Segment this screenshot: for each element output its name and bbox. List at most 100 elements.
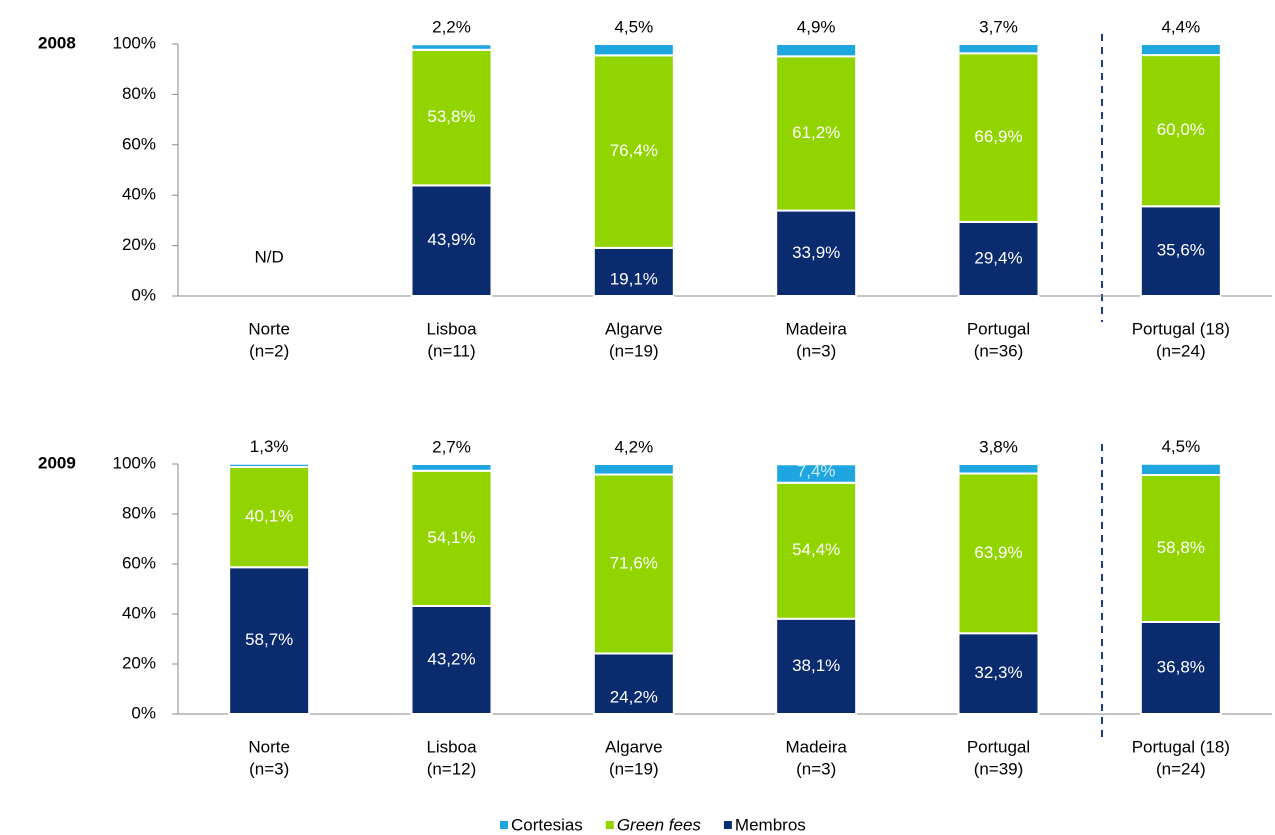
value-label: 43,2%: [427, 649, 475, 668]
y-tick-label: 80%: [122, 503, 156, 522]
legend-swatch: [605, 821, 614, 829]
value-label: 36,8%: [1157, 657, 1205, 676]
y-tick-label: 80%: [122, 84, 156, 103]
bar-segment: [957, 52, 1040, 223]
value-label: 61,2%: [792, 123, 840, 142]
value-label: 40,1%: [245, 507, 293, 526]
value-label: 60,0%: [1157, 120, 1205, 139]
x-tick-label: (n=2): [249, 341, 289, 360]
bar-segment: [592, 463, 675, 476]
bar-segment: [957, 43, 1040, 55]
value-label: 38,1%: [792, 656, 840, 675]
y-tick-label: 60%: [122, 553, 156, 572]
x-tick-label: Norte: [248, 319, 290, 338]
value-label: 4,2%: [614, 437, 653, 456]
value-label: 32,3%: [974, 663, 1022, 682]
bar-segment: [775, 617, 858, 715]
bar-segment: [957, 472, 1040, 635]
y-tick-label: 100%: [113, 33, 156, 52]
bar-segment: [957, 220, 1040, 297]
bar-segment: [410, 43, 493, 51]
bar-segment: [592, 43, 675, 57]
value-label: 29,4%: [974, 248, 1022, 267]
bar-segment: [1139, 474, 1222, 623]
bar-segment: [1139, 43, 1222, 57]
value-label: 3,7%: [979, 17, 1018, 36]
x-tick-label: (n=3): [249, 759, 289, 778]
x-tick-label: (n=3): [796, 341, 836, 360]
value-label: 19,1%: [610, 269, 658, 288]
x-tick-label: Norte: [248, 737, 290, 756]
x-tick-label: Madeira: [785, 737, 847, 756]
value-label: 4,4%: [1161, 17, 1200, 36]
bar-segment: [1139, 205, 1222, 297]
value-label: 66,9%: [974, 127, 1022, 146]
bar-segment: [228, 466, 311, 569]
bar-segment: [1139, 462, 1222, 476]
bar-segment: [775, 43, 858, 58]
legend-label: Cortesias: [511, 815, 583, 834]
x-tick-label: Portugal (18): [1132, 319, 1230, 338]
value-label: 4,5%: [1161, 437, 1200, 456]
legend-label: Membros: [735, 815, 806, 834]
x-tick-label: (n=19): [609, 759, 659, 778]
value-label: 43,9%: [427, 230, 475, 249]
x-tick-label: Lisboa: [426, 737, 477, 756]
value-label: 7,4%: [797, 462, 836, 481]
x-tick-label: Portugal: [967, 319, 1030, 338]
bar-segment: [775, 55, 858, 212]
y-tick-label: 0%: [131, 703, 156, 722]
value-label: 35,6%: [1157, 241, 1205, 260]
annotation: N/D: [255, 248, 284, 267]
bar-segment: [775, 463, 858, 484]
value-label: 2,7%: [432, 437, 471, 456]
x-tick-label: Algarve: [605, 319, 663, 338]
x-tick-label: Portugal: [967, 737, 1030, 756]
x-tick-label: (n=24): [1156, 759, 1206, 778]
value-label: 33,9%: [792, 243, 840, 262]
y-tick-label: 40%: [122, 603, 156, 622]
x-tick-label: Lisboa: [426, 319, 477, 338]
x-tick-label: Portugal (18): [1132, 737, 1230, 756]
value-label: 63,9%: [974, 543, 1022, 562]
value-label: 54,1%: [427, 528, 475, 547]
legend-swatch: [500, 821, 508, 829]
value-label: 4,5%: [614, 17, 653, 36]
x-tick-label: (n=39): [974, 759, 1024, 778]
chart-title: 2008: [38, 33, 76, 52]
y-tick-label: 40%: [122, 185, 156, 204]
value-label: 54,4%: [792, 540, 840, 559]
bar-segment: [228, 566, 311, 715]
value-label: 4,9%: [797, 17, 836, 36]
y-tick-label: 100%: [113, 453, 156, 472]
legend-label: Green fees: [617, 815, 702, 834]
value-label: 58,7%: [245, 630, 293, 649]
legend-swatch: [723, 821, 732, 829]
bar-segment: [228, 462, 311, 468]
value-label: 1,3%: [250, 437, 289, 456]
bar-segment: [592, 652, 675, 715]
bar-segment: [410, 469, 493, 607]
y-tick-label: 20%: [122, 653, 156, 672]
x-tick-label: (n=12): [427, 759, 477, 778]
y-tick-label: 60%: [122, 134, 156, 153]
chart-title: 2009: [38, 453, 76, 472]
x-tick-label: (n=11): [427, 341, 475, 360]
bar-segment: [592, 473, 675, 655]
x-tick-label: (n=19): [609, 341, 659, 360]
bar-segment: [410, 184, 493, 297]
y-tick-label: 20%: [122, 235, 156, 254]
x-tick-label: (n=3): [796, 759, 836, 778]
value-label: 76,4%: [610, 141, 658, 160]
value-label: 2,2%: [432, 18, 471, 37]
x-tick-label: (n=24): [1156, 341, 1206, 360]
bar-segment: [410, 463, 493, 472]
value-label: 58,8%: [1157, 538, 1205, 557]
x-tick-label: Algarve: [605, 737, 663, 756]
bar-segment: [957, 463, 1040, 475]
value-label: 3,8%: [979, 437, 1018, 456]
y-tick-label: 0%: [131, 285, 156, 304]
x-tick-label: Madeira: [785, 319, 847, 338]
value-label: 53,8%: [427, 107, 475, 126]
